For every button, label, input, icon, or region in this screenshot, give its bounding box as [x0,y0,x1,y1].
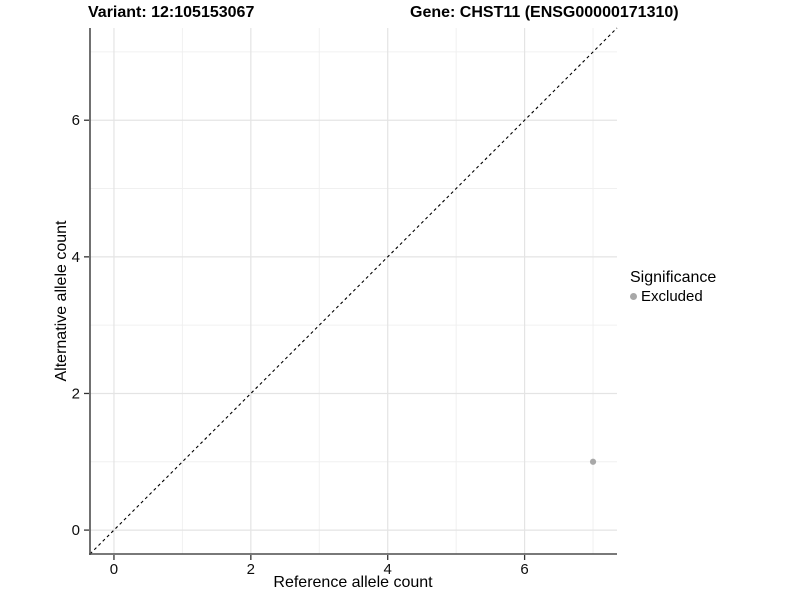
x-tick-label: 0 [110,561,118,578]
y-axis-title: Alternative allele count [53,220,70,382]
x-axis-title: Reference allele count [273,574,433,591]
legend: Significance Excluded [630,268,716,305]
y-tick-label: 4 [72,249,80,266]
variant-title: Variant: 12:105153067 [88,4,255,21]
gene-title: Gene: CHST11 (ENSG00000171310) [410,4,679,21]
x-tick-label: 6 [520,561,528,578]
x-tick-label: 2 [247,561,255,578]
data-point [589,458,597,465]
legend-item-excluded: Excluded [630,288,716,305]
legend-point-icon [630,293,637,300]
x-tick-label: 4 [384,561,392,578]
y-tick-label: 6 [72,112,80,129]
legend-item-label: Excluded [641,288,703,305]
legend-title: Significance [630,269,717,286]
identity-dashed-line [89,27,618,555]
y-tick-label: 2 [72,385,80,402]
y-tick-label: 0 [72,522,80,539]
